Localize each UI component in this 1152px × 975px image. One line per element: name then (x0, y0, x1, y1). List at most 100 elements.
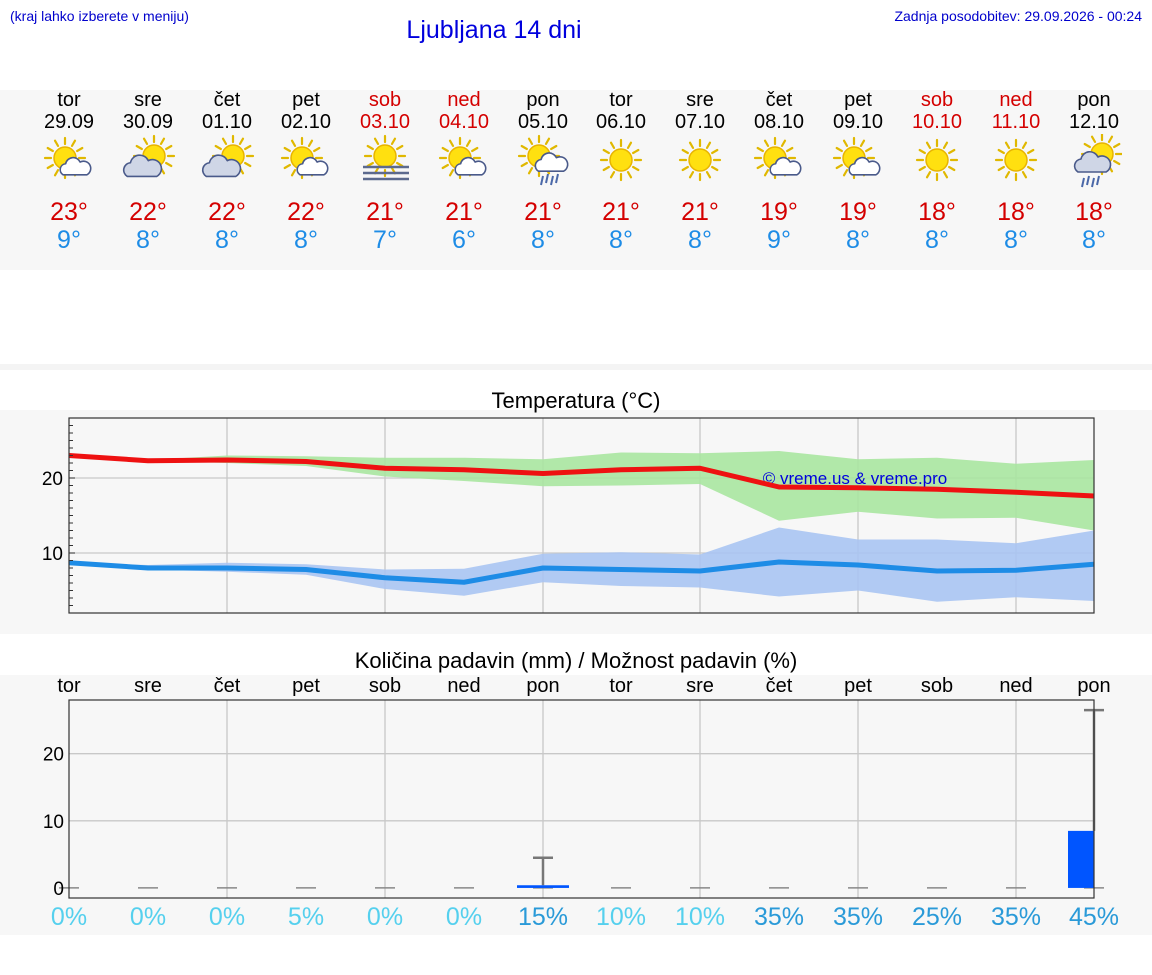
max-temperature: 18° (1075, 198, 1113, 226)
max-temperature: 19° (760, 198, 798, 226)
sun-ray (835, 146, 843, 153)
day-date: 08.10 (753, 111, 805, 133)
plot-frame (68, 699, 1095, 899)
day-name: sob (920, 89, 954, 111)
sun-ray (373, 137, 380, 145)
max-temperature: 22° (129, 198, 167, 226)
weather-cloud-rain-sun-icon (1073, 134, 1122, 188)
sun-ray (632, 148, 640, 155)
sun-ray (756, 146, 764, 153)
forecast-range-band (69, 451, 1094, 531)
divider (0, 364, 1152, 370)
icon-group (517, 134, 569, 186)
max-temperature: 21° (445, 198, 483, 226)
sun-ray (1021, 141, 1028, 149)
day-name: čet (765, 89, 793, 111)
max-temperature: 21° (366, 198, 404, 226)
sun-ray (550, 144, 558, 151)
precip-probability: 0% (208, 903, 246, 931)
sun-ray (1004, 141, 1011, 149)
day-name: tor (57, 89, 81, 111)
sun-ray (307, 139, 314, 147)
sun-ray (290, 169, 297, 177)
precip-probability: 35% (832, 903, 884, 931)
sun-ray (632, 165, 640, 172)
precip-day-label: sob (368, 675, 402, 697)
sun-ray (942, 141, 949, 149)
day-name: čet (213, 89, 241, 111)
sun-ray (520, 161, 528, 168)
sun-ray (53, 169, 60, 177)
max-temperature: 21° (524, 198, 562, 226)
weather-sun-icon (994, 138, 1038, 182)
sun-ray (1027, 165, 1035, 172)
day-date: 12.10 (1068, 111, 1120, 133)
precip-probability: 0% (129, 903, 167, 931)
precip-day-label: tor (609, 675, 633, 697)
temperature-series-line (68, 559, 1095, 585)
day-name: sre (686, 89, 714, 111)
day-date: 10.10 (911, 111, 963, 133)
icon-group (1073, 134, 1122, 188)
sun-ray (626, 141, 633, 149)
max-temperature: 18° (997, 198, 1035, 226)
min-temperature: 8° (531, 226, 555, 254)
weather-sun-cloud-icon (280, 136, 329, 180)
sun-ray (544, 137, 551, 145)
forecast-range-band (69, 527, 1094, 602)
sun-ray (290, 139, 297, 147)
day-date: 29.09 (43, 111, 95, 133)
precip-probability: 10% (674, 903, 726, 931)
precip-bar (1068, 830, 1094, 888)
sun-ray (366, 161, 374, 168)
sun-ray (711, 148, 719, 155)
icon-group (363, 134, 409, 181)
precip-probability: 35% (990, 903, 1042, 931)
min-temperature: 8° (846, 226, 870, 254)
sun-ray (602, 165, 610, 172)
day-name: pet (292, 89, 320, 111)
sun-ray (756, 163, 764, 170)
precip-probability: 10% (595, 903, 647, 931)
temperature-series-line (68, 453, 1095, 499)
weather-cloud-sun-icon (201, 134, 255, 178)
rain-drop (555, 173, 559, 184)
sun-ray (448, 139, 455, 147)
sun-ray (609, 141, 616, 149)
day-name: pet (844, 89, 872, 111)
sun-ray (390, 137, 397, 145)
sun-ray (786, 146, 794, 153)
sun-ray (283, 163, 291, 170)
precip-probability: 0% (366, 903, 404, 931)
sun-ray (165, 144, 173, 151)
min-temperature: 9° (57, 226, 81, 254)
precip-day-label: tor (57, 675, 81, 697)
min-temperature: 7° (373, 226, 397, 254)
page-title: Ljubljana 14 dni (406, 16, 582, 44)
icon-group (438, 136, 487, 180)
rain-drop (1096, 175, 1100, 186)
sun-ray (859, 139, 866, 147)
cloud-shape (848, 156, 881, 176)
precip-day-label: ned (999, 675, 1033, 697)
sun-ray (688, 171, 695, 179)
precipitation-chart-title: Količina padavin (mm) / Možnost padavin … (354, 648, 798, 673)
weather-sun-cloud-rain-icon (517, 134, 569, 186)
weather-sun-cloud-icon (832, 136, 881, 180)
icon-group (599, 138, 643, 182)
rain-drop (1086, 175, 1090, 186)
sun-ray (159, 137, 166, 145)
day-date: 30.09 (122, 111, 174, 133)
sun-ray (948, 148, 956, 155)
weather-sun-fog-icon (363, 134, 409, 181)
sun-ray (780, 139, 787, 147)
min-temperature: 8° (294, 226, 318, 254)
sun-ray (1090, 135, 1097, 143)
sun-ray (70, 139, 77, 147)
day-date: 07.10 (674, 111, 726, 133)
sun-ray (865, 146, 873, 153)
sun-ray (1021, 171, 1028, 179)
precip-day-label: pon (1077, 675, 1111, 697)
sun-ray (1113, 142, 1121, 149)
sun-disc (373, 144, 397, 168)
